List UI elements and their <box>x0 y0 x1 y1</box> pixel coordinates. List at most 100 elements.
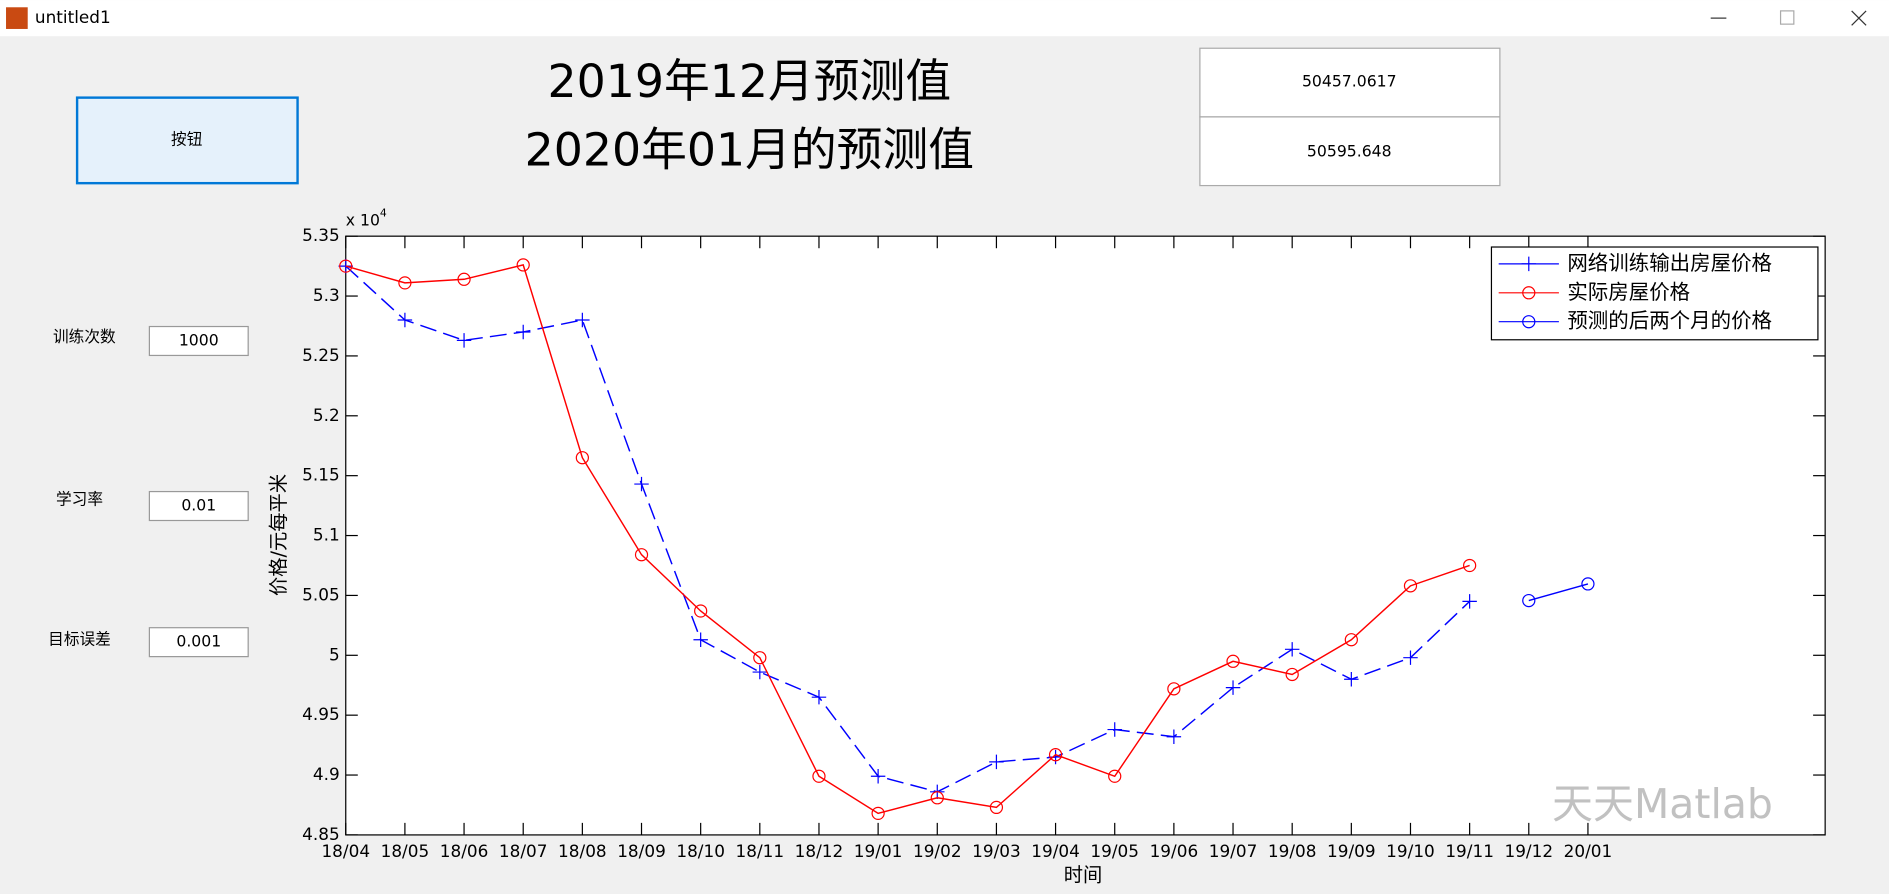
output-box <box>1199 47 1501 118</box>
x-tick-label: 19/08 <box>1268 841 1317 861</box>
y-tick-label: 4.85 <box>302 824 340 844</box>
series-line <box>1528 583 1589 602</box>
x-axis-label: 时间 <box>1064 863 1103 886</box>
x-tick-label: 19/10 <box>1386 841 1435 861</box>
y-scale-exponent: 4 <box>380 206 387 219</box>
point <box>1522 593 1536 608</box>
point <box>1284 642 1300 657</box>
output-value: 50457.0617 <box>1302 71 1397 90</box>
point <box>457 272 471 286</box>
x-tick-label: 19/02 <box>913 841 962 861</box>
x-tick-label: 18/08 <box>558 841 607 861</box>
y-tick-label: 5 <box>329 644 340 664</box>
point <box>575 451 589 465</box>
point <box>397 312 413 328</box>
point <box>339 259 353 273</box>
param-label: 训练次数 <box>53 327 116 346</box>
y-tick-label: 4.9 <box>313 764 340 784</box>
x-tick-label: 19/05 <box>1090 841 1139 861</box>
param-input[interactable] <box>148 325 249 357</box>
legend-label: 预测的后两个月的价格 <box>1567 309 1772 333</box>
point <box>1344 633 1358 647</box>
legend-marker <box>1522 286 1536 300</box>
point <box>1166 729 1182 744</box>
y-tick-label: 5.35 <box>302 225 340 245</box>
x-tick-label: 18/09 <box>617 841 666 861</box>
button[interactable] <box>75 96 299 185</box>
x-tick-label: 18/06 <box>440 841 489 861</box>
y-axis-label: 价格/元每平米 <box>267 474 290 596</box>
legend-label: 网络训练输出房屋价格 <box>1567 251 1772 275</box>
point <box>693 632 708 647</box>
point <box>634 548 649 562</box>
point <box>1108 769 1122 783</box>
point <box>398 276 412 290</box>
window-title: untitled1 <box>35 7 111 27</box>
point <box>1048 748 1063 762</box>
y-tick-label: 5.2 <box>313 405 340 425</box>
y-tick-label: 4.95 <box>302 704 340 724</box>
x-tick-label: 19/04 <box>1031 841 1080 861</box>
point <box>930 791 944 805</box>
series-line <box>345 264 1470 815</box>
x-tick-label: 20/01 <box>1564 841 1613 861</box>
point <box>1581 577 1595 591</box>
param-value: 1000 <box>179 330 219 349</box>
legend-marker <box>1522 315 1536 329</box>
point <box>1463 558 1477 573</box>
x-tick-label: 18/07 <box>499 841 548 861</box>
series-line <box>345 265 1471 793</box>
point <box>1462 594 1477 609</box>
point <box>1107 722 1122 737</box>
point <box>575 312 590 328</box>
output-value: 50595.648 <box>1307 141 1392 160</box>
app-icon <box>6 7 28 29</box>
x-tick-label: 19/07 <box>1209 841 1258 861</box>
point <box>516 258 530 272</box>
x-tick-label: 19/11 <box>1445 841 1494 861</box>
point <box>1344 672 1359 687</box>
param-value: 0.01 <box>181 496 216 515</box>
title-bar <box>0 0 1889 37</box>
param-input[interactable] <box>148 627 249 658</box>
x-tick-label: 19/09 <box>1327 841 1376 861</box>
point <box>871 806 885 820</box>
legend-label: 实际房屋价格 <box>1567 280 1690 304</box>
point <box>989 754 1004 770</box>
point <box>870 769 886 784</box>
param-input[interactable] <box>148 490 249 522</box>
x-tick-label: 18/04 <box>321 841 370 861</box>
x-tick-label: 18/12 <box>795 841 844 861</box>
heading: 2019年12月预测值 <box>548 55 952 108</box>
y-scale-base: x 10 <box>346 210 380 229</box>
point <box>456 333 472 348</box>
maximize[interactable] <box>1779 10 1795 25</box>
point <box>1167 682 1181 696</box>
point <box>1403 579 1418 593</box>
y-tick-label: 5.15 <box>302 465 340 485</box>
legend-marker <box>1521 256 1537 272</box>
x-tick-label: 19/01 <box>854 841 903 861</box>
point <box>1225 680 1241 695</box>
x-tick-label: 18/10 <box>676 841 725 861</box>
point <box>753 651 767 665</box>
point <box>515 324 531 340</box>
x-tick-label: 19/03 <box>972 841 1021 861</box>
close[interactable] <box>1851 10 1867 26</box>
point <box>634 476 649 492</box>
x-tick-label: 19/06 <box>1150 841 1199 861</box>
x-tick-label: 18/11 <box>736 841 785 861</box>
param-label: 目标误差 <box>48 629 111 648</box>
point <box>811 689 827 705</box>
output-box <box>1199 116 1501 187</box>
watermark: 天天Matlab <box>1552 780 1773 828</box>
point <box>1285 667 1299 682</box>
x-tick-label: 18/05 <box>381 841 430 861</box>
point <box>1226 654 1240 668</box>
point <box>752 664 768 680</box>
point <box>812 769 826 783</box>
point <box>989 800 1004 815</box>
point <box>694 604 708 618</box>
y-scale: x 104 <box>346 206 387 229</box>
